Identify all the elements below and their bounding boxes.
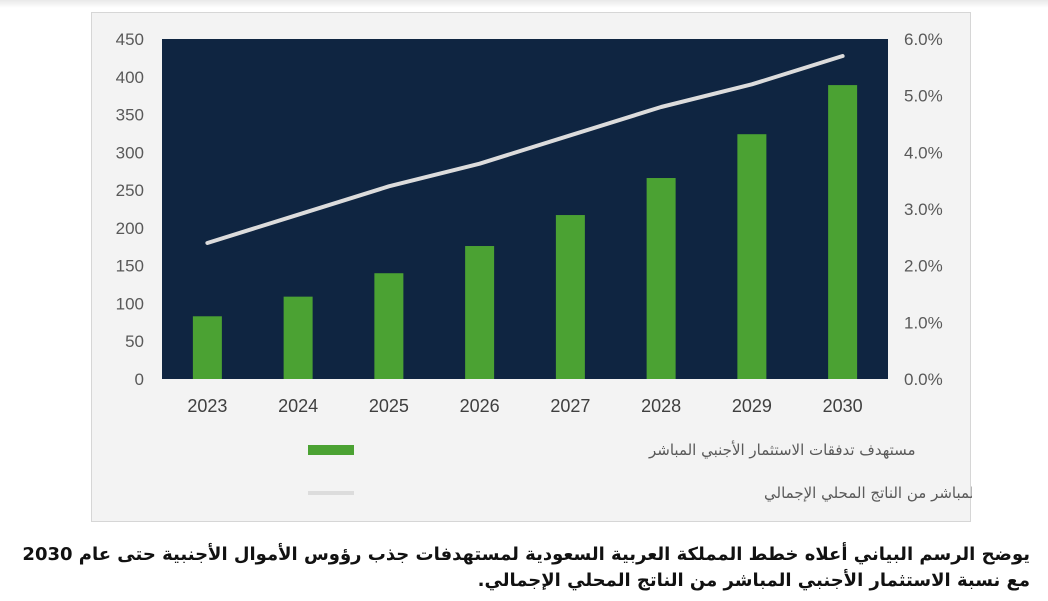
plot-area bbox=[162, 39, 888, 379]
y-left-tick-400: 400 bbox=[116, 68, 144, 87]
line-series bbox=[205, 54, 845, 245]
y-left-axis: 0 50 100 150 200 250 300 350 400 450 bbox=[116, 30, 144, 389]
x-tick-2027: 2027 bbox=[550, 396, 590, 416]
bar-2024 bbox=[283, 296, 313, 379]
y-right-tick-3.0%: 3.0% bbox=[904, 200, 943, 219]
y-left-tick-200: 200 bbox=[116, 219, 144, 238]
combo-chart: 0 50 100 150 200 250 300 350 400 450 0.0% 1.0% 2.0%… bbox=[116, 30, 972, 503]
y-right-tick-6.0%: 6.0% bbox=[904, 30, 943, 49]
y-right-tick-1.0%: 1.0% bbox=[904, 313, 943, 332]
y-left-tick-0: 0 bbox=[135, 370, 144, 389]
x-tick-2028: 2028 bbox=[641, 396, 681, 416]
bar-2030 bbox=[828, 85, 858, 379]
chart-caption: يوضح الرسم البياني أعلاه خطط المملكة الع… bbox=[22, 544, 1030, 591]
x-tick-2023: 2023 bbox=[187, 396, 227, 416]
x-tick-2029: 2029 bbox=[732, 396, 772, 416]
y-right-tick-2.0%: 2.0% bbox=[904, 257, 943, 276]
bar-2023 bbox=[192, 316, 222, 379]
top-shadow bbox=[0, 0, 1048, 8]
bar-2026 bbox=[465, 246, 495, 379]
y-right-tick-5.0%: 5.0% bbox=[904, 87, 943, 106]
x-tick-2025: 2025 bbox=[369, 396, 409, 416]
legend-bar-swatch bbox=[308, 445, 354, 455]
y-left-tick-100: 100 bbox=[116, 294, 144, 313]
x-axis: 2023 2024 2025 2026 2027 2028 2029 2030 bbox=[187, 396, 862, 416]
y-right-tick-0.0%: 0.0% bbox=[904, 370, 943, 389]
y-left-tick-450: 450 bbox=[116, 30, 144, 49]
y-left-tick-50: 50 bbox=[125, 332, 144, 351]
y-left-tick-350: 350 bbox=[116, 106, 144, 125]
chart-frame: 0 50 100 150 200 250 300 350 400 450 0.0% 1.0% 2.0%… bbox=[91, 12, 972, 522]
x-tick-2030: 2030 bbox=[823, 396, 863, 416]
bar-2027 bbox=[555, 215, 585, 379]
x-tick-2024: 2024 bbox=[278, 396, 318, 416]
legend: مستهدف تدفقات الاستثمار الأجنبي المباشر … bbox=[308, 440, 972, 503]
y-right-tick-4.0%: 4.0% bbox=[904, 143, 943, 162]
legend-line-label: نسبة الاستثمار الأجنبي المباشر من الناتج… bbox=[764, 483, 972, 503]
x-tick-2026: 2026 bbox=[460, 396, 500, 416]
y-left-tick-300: 300 bbox=[116, 143, 144, 162]
y-right-axis: 0.0% 1.0% 2.0% 3.0% 4.0% 5.0% 6.0% bbox=[904, 30, 943, 389]
y-left-tick-250: 250 bbox=[116, 181, 144, 200]
bar-2029 bbox=[737, 134, 767, 379]
y-left-tick-150: 150 bbox=[116, 257, 144, 276]
bar-2025 bbox=[374, 273, 404, 379]
bar-series bbox=[192, 85, 858, 379]
legend-bar-label: مستهدف تدفقات الاستثمار الأجنبي المباشر bbox=[648, 440, 916, 460]
bar-2028 bbox=[646, 178, 676, 379]
